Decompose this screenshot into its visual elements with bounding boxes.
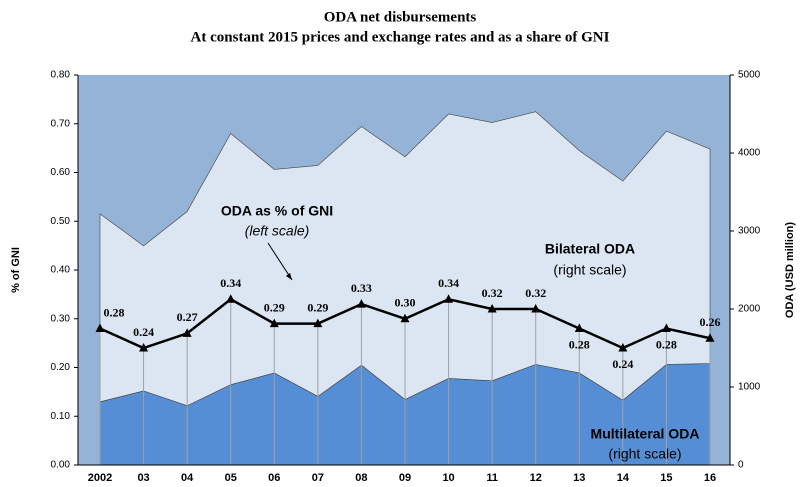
y-tick-label: 0.20	[51, 362, 71, 373]
x-tick-label: 16	[704, 472, 716, 484]
y-tick-label: 0.30	[51, 313, 71, 324]
data-label: 0.34	[220, 276, 241, 290]
marker	[661, 323, 671, 332]
x-tick-label: 10	[442, 472, 454, 484]
data-label: 0.33	[351, 281, 372, 295]
annotation: (left scale)	[245, 223, 310, 239]
x-tick-label: 06	[268, 472, 280, 484]
x-tick-label: 15	[660, 472, 672, 484]
y-tick-label: 0.70	[51, 118, 71, 129]
marker	[226, 294, 236, 303]
data-label: 0.29	[307, 300, 328, 314]
y-tick-label: 0.50	[51, 216, 71, 227]
annotation: (right scale)	[553, 262, 626, 278]
y2-tick-label: 3000	[738, 226, 761, 237]
marker	[356, 299, 366, 308]
y2-tick-label: 1000	[738, 382, 761, 393]
data-label: 0.24	[612, 357, 633, 371]
marker	[705, 333, 715, 342]
data-label: 0.27	[177, 310, 198, 324]
y2-axis-label: ODA (USD million)	[784, 222, 796, 318]
data-label: 0.32	[482, 286, 503, 300]
y2-tick-label: 4000	[738, 148, 761, 159]
marker	[269, 318, 279, 328]
x-tick-label: 08	[355, 472, 367, 484]
x-tick-label: 04	[181, 472, 194, 484]
marker	[618, 343, 628, 352]
x-tick-label: 09	[399, 472, 411, 484]
data-label: 0.28	[656, 337, 677, 351]
y-tick-label: 0.80	[51, 70, 71, 81]
arrow-head	[286, 273, 292, 280]
annotation: (right scale)	[608, 446, 681, 462]
x-tick-label: 07	[312, 472, 324, 484]
y-axis-label: % of GNI	[10, 247, 22, 293]
data-label: 0.30	[395, 296, 416, 310]
annotation: Bilateral ODA	[545, 241, 635, 257]
y-tick-label: 0.60	[51, 167, 71, 178]
x-tick-label: 11	[486, 472, 498, 484]
data-label: 0.28	[104, 305, 125, 319]
x-tick-label: 05	[225, 472, 237, 484]
y2-tick-label: 2000	[738, 304, 761, 315]
marker	[139, 343, 149, 352]
y2-tick-label: 0	[738, 460, 744, 471]
y2-tick-label: 5000	[738, 70, 761, 81]
marker	[313, 318, 323, 328]
data-label: 0.28	[569, 337, 590, 351]
y-tick-label: 0.00	[51, 460, 71, 471]
y-tick-label: 0.10	[51, 411, 71, 422]
x-tick-label: 03	[137, 472, 149, 484]
marker	[531, 304, 541, 313]
data-label: 0.24	[133, 325, 154, 339]
y-tick-label: 0.40	[51, 265, 71, 276]
marker	[574, 323, 584, 332]
marker	[487, 304, 497, 313]
marker	[400, 313, 410, 323]
x-tick-label: 12	[530, 472, 542, 484]
x-tick-label: 13	[573, 472, 585, 484]
x-tick-label: 2002	[88, 472, 112, 484]
data-label: 0.26	[700, 315, 721, 329]
annotation: ODA as % of GNI	[221, 203, 333, 219]
marker	[182, 328, 192, 337]
x-tick-label: 14	[617, 472, 630, 484]
data-label: 0.29	[264, 300, 285, 314]
chart-subtitle: At constant 2015 prices and exchange rat…	[191, 29, 610, 45]
marker	[95, 323, 105, 332]
data-label: 0.34	[438, 276, 459, 290]
data-label: 0.32	[525, 286, 546, 300]
marker	[444, 294, 454, 303]
annotation-arrow	[267, 242, 293, 281]
chart-title: ODA net disbursements	[324, 9, 477, 25]
annotation: Multilateral ODA	[591, 426, 700, 442]
